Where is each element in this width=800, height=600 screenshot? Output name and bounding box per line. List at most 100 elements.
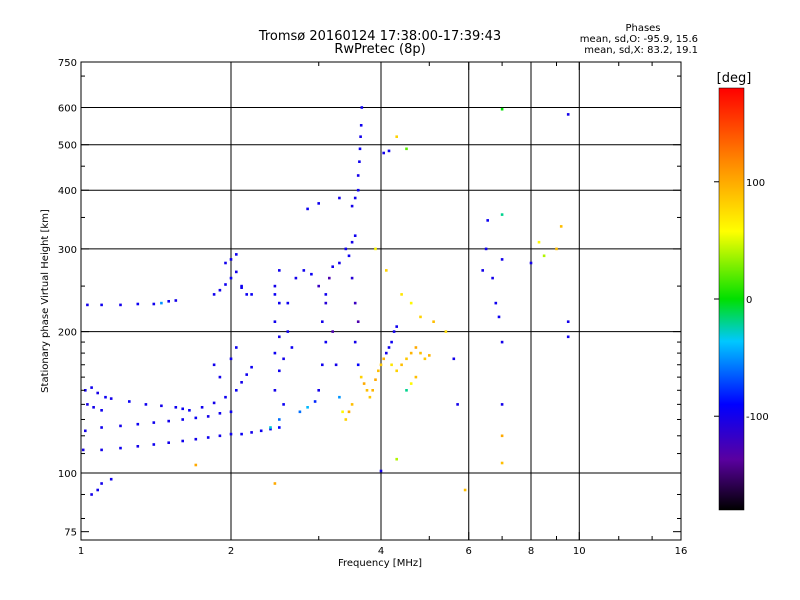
data-point bbox=[167, 419, 170, 423]
data-point bbox=[235, 389, 238, 392]
data-point bbox=[136, 445, 140, 448]
data-point bbox=[298, 410, 302, 414]
data-point bbox=[206, 436, 210, 439]
data-point bbox=[374, 247, 377, 251]
data-point bbox=[84, 389, 87, 392]
y-tick-label: 300 bbox=[58, 245, 77, 256]
x-tick-label: 6 bbox=[466, 546, 472, 557]
data-point bbox=[344, 418, 348, 421]
data-point bbox=[537, 240, 541, 244]
data-point bbox=[353, 340, 357, 344]
data-point bbox=[218, 434, 222, 438]
data-point bbox=[96, 391, 99, 395]
data-point bbox=[395, 135, 398, 138]
data-point bbox=[104, 395, 107, 399]
data-point bbox=[273, 293, 277, 296]
data-point bbox=[405, 357, 408, 361]
data-point bbox=[500, 340, 504, 344]
data-point bbox=[359, 135, 362, 138]
data-point bbox=[328, 276, 331, 280]
data-point bbox=[341, 410, 344, 414]
data-point bbox=[245, 373, 248, 376]
data-point bbox=[405, 389, 408, 392]
data-point bbox=[218, 375, 222, 379]
data-point bbox=[194, 437, 198, 441]
data-point bbox=[414, 346, 418, 349]
data-point bbox=[240, 432, 243, 436]
data-point bbox=[350, 403, 354, 406]
data-points bbox=[81, 106, 570, 496]
data-point bbox=[344, 247, 348, 251]
data-point bbox=[387, 149, 391, 153]
data-point bbox=[119, 446, 122, 450]
data-point bbox=[212, 401, 216, 405]
data-point bbox=[294, 276, 298, 280]
y-tick-label: 100 bbox=[58, 469, 77, 480]
data-point bbox=[365, 389, 369, 392]
data-point bbox=[181, 418, 184, 421]
data-point bbox=[359, 375, 363, 379]
data-point bbox=[174, 406, 178, 409]
data-point bbox=[136, 302, 140, 306]
data-point bbox=[86, 303, 89, 307]
data-point bbox=[224, 283, 227, 286]
data-point bbox=[338, 395, 341, 399]
y-tick-label: 400 bbox=[58, 186, 77, 197]
data-point bbox=[229, 432, 233, 436]
data-point bbox=[395, 369, 398, 373]
data-point bbox=[100, 448, 103, 452]
data-point bbox=[167, 441, 170, 444]
data-point bbox=[385, 269, 388, 272]
data-point bbox=[174, 299, 178, 302]
colorbar-tick-label: -100 bbox=[746, 412, 769, 423]
data-point bbox=[500, 434, 504, 438]
data-point bbox=[359, 124, 363, 127]
data-point bbox=[306, 406, 309, 409]
data-point bbox=[500, 461, 504, 465]
data-point bbox=[486, 219, 489, 222]
data-point bbox=[86, 403, 89, 406]
data-point bbox=[273, 482, 277, 485]
grid-lines bbox=[81, 62, 681, 540]
colorbar-ticks: 100 0 -100 bbox=[714, 178, 769, 423]
data-point bbox=[218, 412, 222, 415]
data-point bbox=[321, 363, 324, 367]
data-point bbox=[368, 395, 372, 399]
data-point bbox=[282, 403, 285, 406]
data-point bbox=[317, 389, 320, 392]
data-point bbox=[500, 403, 504, 406]
data-point bbox=[128, 400, 131, 403]
data-point bbox=[278, 418, 281, 421]
data-point bbox=[302, 269, 306, 272]
data-point bbox=[500, 213, 504, 216]
data-point bbox=[566, 113, 570, 116]
data-point bbox=[414, 375, 418, 379]
y-tick-label: 200 bbox=[58, 328, 77, 339]
data-point bbox=[160, 301, 163, 305]
data-point bbox=[338, 261, 341, 265]
data-point bbox=[542, 254, 546, 258]
data-point bbox=[235, 253, 238, 256]
data-point bbox=[374, 378, 377, 381]
data-point bbox=[400, 363, 403, 367]
data-point bbox=[235, 346, 238, 349]
data-point bbox=[444, 330, 448, 333]
data-point bbox=[200, 406, 204, 409]
data-point bbox=[484, 247, 488, 251]
data-point bbox=[188, 409, 191, 412]
data-point bbox=[377, 369, 380, 373]
data-point bbox=[181, 407, 184, 411]
data-point bbox=[286, 330, 290, 333]
data-point bbox=[282, 357, 285, 361]
data-point bbox=[273, 320, 277, 323]
data-point bbox=[481, 269, 484, 272]
data-point bbox=[152, 421, 156, 424]
data-point bbox=[218, 288, 222, 292]
data-point bbox=[358, 147, 362, 151]
data-point bbox=[194, 416, 198, 420]
x-tick-label: 1 bbox=[78, 546, 84, 557]
data-point bbox=[387, 346, 391, 349]
data-point bbox=[428, 354, 431, 357]
data-point bbox=[100, 426, 103, 429]
